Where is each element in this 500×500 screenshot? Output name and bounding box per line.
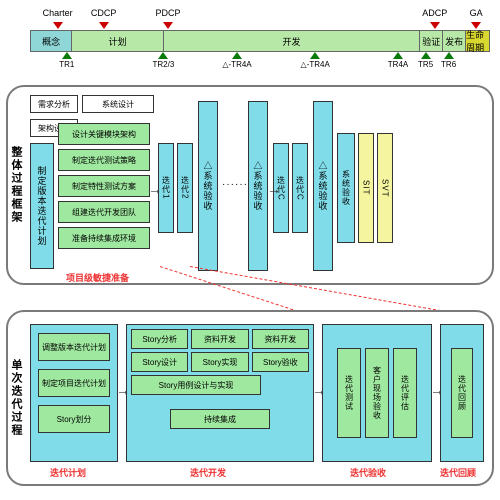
sit: SIT — [358, 133, 374, 243]
prep-item: 组建迭代开发团队 — [58, 201, 150, 223]
iter-verify-block: 迭代测试 客户现场验收 迭代评估 — [322, 324, 432, 462]
dev-item: 资料开发 — [191, 329, 248, 349]
phase-timeline: Charter CDCP PDCP ADCP GA 概念计划开发验证发布生命周期 TR1… — [30, 8, 490, 80]
tl-mark: TR6 — [441, 60, 456, 69]
cap-plan: 迭代计划 — [50, 466, 86, 479]
sys-verify-1: △系统验收 — [198, 101, 218, 271]
tl-segment: 概念 — [31, 31, 72, 51]
timeline-top-labels: Charter CDCP PDCP ADCP GA — [30, 8, 490, 22]
iteration-process-panel: 单次迭代过程 调整版本迭代计划 制定项目迭代计划 Story划分 迭代计划 St… — [6, 310, 494, 486]
cap-verify: 迭代验收 — [350, 466, 386, 479]
tl-label: Charter — [43, 8, 73, 18]
overall-process-panel: 整体过程框架 需求分析 系统设计 架构设计 制定版本迭代计划 设计关键模块架构制… — [6, 85, 494, 285]
retro-item: 迭代回顾 — [451, 348, 473, 438]
tl-mark: TR4A — [388, 60, 408, 69]
dev-item: Story验收 — [252, 352, 309, 372]
dev-item: Story设计 — [131, 352, 188, 372]
panel1-title: 整体过程框架 — [6, 87, 26, 283]
sys-accept: 系统验收 — [337, 133, 355, 243]
arrow-icon: → — [116, 382, 130, 398]
caption-prep: 项目级敏捷准备 — [66, 271, 129, 284]
plan-column: 制定版本迭代计划 — [30, 143, 54, 269]
arrow-icon: → — [267, 181, 281, 197]
plan-item: 调整版本迭代计划 — [38, 333, 110, 361]
sys-verify-2: △系统验收 — [248, 101, 268, 271]
dev-item: 资料开发 — [252, 329, 309, 349]
iterC2: 迭代C — [292, 143, 308, 233]
prep-item: 准备持续集成环境 — [58, 227, 150, 249]
tl-segment: 开发 — [164, 31, 420, 51]
verify-item: 客户现场验收 — [365, 348, 389, 438]
req-analysis: 需求分析 — [30, 95, 78, 113]
tl-label: GA — [470, 8, 483, 18]
arrow-icon: → — [312, 382, 326, 398]
arrow-icon: → — [148, 181, 162, 197]
dots: ······ — [222, 179, 248, 190]
tl-mark: △-TR4A — [301, 60, 330, 69]
ci-item: 持续集成 — [170, 409, 270, 429]
tl-mark: TR5 — [418, 60, 433, 69]
plan-item: 制定项目迭代计划 — [38, 369, 110, 397]
arrow-icon: → — [430, 382, 444, 398]
iter-retro-block: 迭代回顾 — [440, 324, 484, 462]
tl-label: CDCP — [91, 8, 117, 18]
timeline-bottom-marks: TR1 TR2/3 △-TR4A △-TR4A TR4A TR5 TR6 — [30, 60, 490, 82]
cap-retro: 迭代回顾 — [440, 466, 476, 479]
prep-item: 设计关键模块架构 — [58, 123, 150, 145]
dev-item: Story用例设计与实现 — [131, 375, 261, 395]
tl-segment: 验证 — [420, 31, 443, 51]
prep-item: 制定迭代测试策略 — [58, 149, 150, 171]
sys-verify-3: △系统验收 — [313, 101, 333, 271]
timeline-bar: 概念计划开发验证发布生命周期 — [30, 30, 490, 52]
cap-dev: 迭代开发 — [190, 466, 226, 479]
tl-mark: TR1 — [59, 60, 74, 69]
plan-item: Story划分 — [38, 405, 110, 433]
tl-mark: TR2/3 — [152, 60, 174, 69]
iter2: 迭代2 — [177, 143, 193, 233]
tl-label: PDCP — [155, 8, 180, 18]
sys-design: 系统设计 — [82, 95, 154, 113]
iter-dev-block: Story分析 资料开发 资料开发 Story设计 Story实现 Story验… — [126, 324, 314, 462]
prep-item: 制定特性测试方案 — [58, 175, 150, 197]
tl-segment: 计划 — [72, 31, 164, 51]
dev-item: Story实现 — [191, 352, 248, 372]
svt: SVT — [377, 133, 393, 243]
iter-plan-block: 调整版本迭代计划 制定项目迭代计划 Story划分 — [30, 324, 118, 462]
verify-item: 迭代评估 — [393, 348, 417, 438]
dev-item: Story分析 — [131, 329, 188, 349]
verify-item: 迭代测试 — [337, 348, 361, 438]
tl-segment: 生命周期 — [466, 31, 489, 51]
tl-label: ADCP — [422, 8, 447, 18]
panel2-title: 单次迭代过程 — [6, 312, 26, 484]
tl-segment: 发布 — [443, 31, 466, 51]
tl-mark: △-TR4A — [222, 60, 251, 69]
